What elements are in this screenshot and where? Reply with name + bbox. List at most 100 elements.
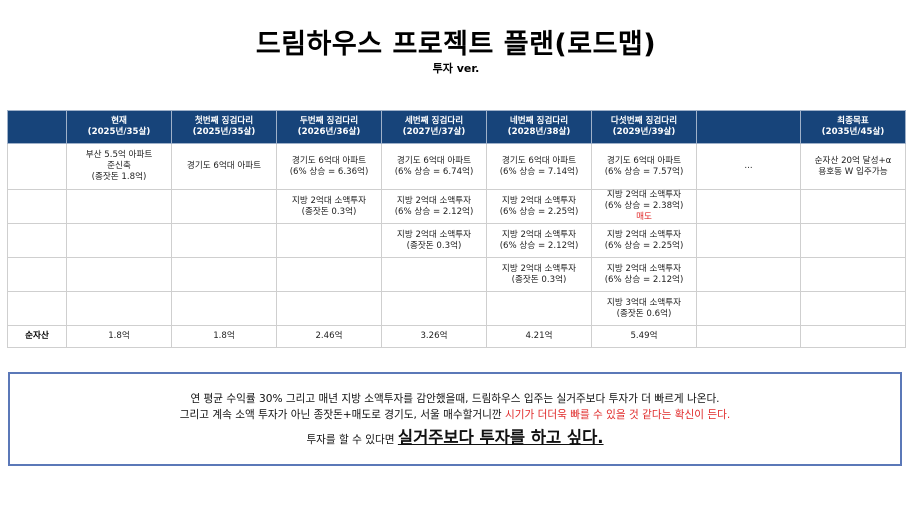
table-cell: 지방 2억대 소액투자 (종잣돈 0.3억) bbox=[381, 223, 487, 258]
column-header-year: (2025년/35살) bbox=[87, 127, 151, 137]
net-assets-value: 1.8억 bbox=[171, 325, 277, 348]
column-header: 현재 (2025년/35살) bbox=[66, 110, 172, 144]
net-assets-value: 2.46억 bbox=[276, 325, 382, 348]
table-row: 지방 2억대 소액투자 (종잣돈 0.3억) 지방 2억대 소액투자 (6% 상승 =… bbox=[7, 189, 906, 224]
net-assets-value bbox=[696, 325, 801, 348]
table-cell bbox=[800, 291, 906, 326]
table-cell bbox=[66, 189, 172, 224]
net-assets-value: 1.8억 bbox=[66, 325, 172, 348]
cell-text: ... bbox=[744, 161, 753, 171]
sell-label: 매도 bbox=[636, 212, 652, 222]
table-cell: 지방 2억대 소액투자 (6% 상승 = 2.25억) bbox=[486, 189, 592, 224]
table-cell bbox=[696, 223, 801, 258]
cell-text: 지방 2억대 소액투자 bbox=[501, 263, 577, 274]
cell-text: (6% 상승 = 2.12억) bbox=[499, 240, 579, 251]
cell-text: 지방 2억대 소액투자 bbox=[501, 229, 577, 240]
column-header-year: (2025년/35살) bbox=[192, 127, 256, 137]
note-line-2-text: 그리고 계속 소액 투자가 아닌 종잣돈+매도로 경기도, 서울 매수할거니깐 bbox=[179, 409, 505, 421]
table-cell: 지방 2억대 소액투자 (종잣돈 0.3억) bbox=[486, 257, 592, 292]
table-cell bbox=[696, 189, 801, 224]
cell-text: (종잣돈 0.3억) bbox=[511, 274, 567, 285]
table-cell: 지방 2억대 소액투자 (종잣돈 0.3억) bbox=[276, 189, 382, 224]
table-cell bbox=[276, 291, 382, 326]
table-cell bbox=[7, 291, 67, 326]
table-cell bbox=[171, 223, 277, 258]
cell-text: (6% 상승 = 2.12억) bbox=[604, 274, 684, 285]
column-header: 세번째 징검다리 (2027년/37살) bbox=[381, 110, 487, 144]
cell-text: 경기도 6억대 아파트 bbox=[606, 155, 682, 166]
table-cell bbox=[696, 291, 801, 326]
cell-text: 지방 2억대 소액투자 bbox=[396, 195, 472, 206]
table-cell bbox=[800, 257, 906, 292]
column-header bbox=[7, 110, 67, 144]
table-cell: 경기도 6억대 아파트 (6% 상승 = 7.14억) bbox=[486, 143, 592, 190]
cell-text: (6% 상승 = 7.57억) bbox=[604, 166, 684, 177]
table-cell bbox=[7, 223, 67, 258]
cell-text: 순자산 20억 달성+α bbox=[814, 155, 892, 166]
column-header: 네번째 징검다리 (2028년/38살) bbox=[486, 110, 592, 144]
table-cell bbox=[66, 223, 172, 258]
cell-text: (6% 상승 = 2.25억) bbox=[604, 240, 684, 251]
cell-text: (6% 상승 = 2.12억) bbox=[394, 206, 474, 217]
page-title: 드림하우스 프로젝트 플랜(로드맵) bbox=[255, 29, 657, 60]
table-cell bbox=[276, 257, 382, 292]
column-header-title: 세번째 징검다리 bbox=[404, 116, 464, 126]
cell-text: 지방 2억대 소액투자 bbox=[606, 229, 682, 240]
table-cell bbox=[7, 257, 67, 292]
cell-text: 지방 2억대 소액투자 bbox=[501, 195, 577, 206]
cell-text: 지방 2억대 소액투자 bbox=[396, 229, 472, 240]
page-subtitle: 투자 ver. bbox=[432, 62, 480, 75]
column-header-year: (2029년/39살) bbox=[612, 127, 676, 137]
roadmap-table: 현재 (2025년/35살) 첫번째 징검다리 (2025년/35살) 두번째 징검다리… bbox=[7, 110, 906, 348]
column-header-year: (2027년/37살) bbox=[402, 127, 466, 137]
cell-text: 용호동 W 입주가능 bbox=[818, 166, 888, 177]
note-line-2-highlight: 시기가 더더욱 빠를 수 있을 것 같다는 확신이 든다. bbox=[504, 409, 731, 421]
table-row: 지방 3억대 소액투자 (종잣돈 0.6억) bbox=[7, 291, 906, 326]
note-line-3-text: 투자를 할 수 있다면 bbox=[306, 434, 398, 446]
cell-text: (6% 상승 = 2.25억) bbox=[499, 206, 579, 217]
cell-text: (6% 상승 = 2.38억) bbox=[604, 201, 684, 211]
table-cell bbox=[66, 291, 172, 326]
column-header bbox=[696, 110, 801, 144]
column-header-year: (2035년/45살) bbox=[821, 127, 885, 137]
net-assets-label: 순자산 bbox=[7, 325, 67, 348]
table-cell: 경기도 6억대 아파트 bbox=[171, 143, 277, 190]
column-header-title: 다섯번째 징검다리 bbox=[610, 116, 678, 126]
table-header-row: 현재 (2025년/35살) 첫번째 징검다리 (2025년/35살) 두번째 징검다리… bbox=[7, 110, 906, 144]
cell-text: (종잣돈 1.8억) bbox=[91, 172, 147, 182]
table-row: 지방 2억대 소액투자 (종잣돈 0.3억) 지방 2억대 소액투자 (6% 상승 =… bbox=[7, 223, 906, 258]
column-header-title: 현재 bbox=[111, 116, 127, 126]
column-header: 최종목표 (2035년/45살) bbox=[800, 110, 906, 144]
table-cell bbox=[276, 223, 382, 258]
column-header: 첫번째 징검다리 (2025년/35살) bbox=[171, 110, 277, 144]
table-cell bbox=[696, 257, 801, 292]
table-cell bbox=[800, 223, 906, 258]
column-header-title: 두번째 징검다리 bbox=[299, 116, 359, 126]
column-header-title: 네번째 징검다리 bbox=[509, 116, 569, 126]
net-assets-value: 3.26억 bbox=[381, 325, 487, 348]
note-line-3-emphasis: 실거주보다 투자를 하고 싶다. bbox=[397, 428, 604, 447]
table-cell: 순자산 20억 달성+α 용호동 W 입주가능 bbox=[800, 143, 906, 190]
column-header: 다섯번째 징검다리 (2029년/39살) bbox=[591, 110, 697, 144]
table-cell bbox=[171, 189, 277, 224]
cell-text: 경기도 6억대 아파트 bbox=[501, 155, 577, 166]
column-header-year: (2028년/38살) bbox=[507, 127, 571, 137]
cell-text: (6% 상승 = 6.74억) bbox=[394, 166, 474, 177]
table-cell bbox=[7, 189, 67, 224]
cell-text: 경기도 6억대 아파트 bbox=[291, 155, 367, 166]
table-cell bbox=[486, 291, 592, 326]
conclusion-note: 연 평균 수익률 30% 그리고 매년 지방 소액투자를 감안했을때, 드림하우… bbox=[8, 372, 902, 466]
column-header-title: 첫번째 징검다리 bbox=[194, 116, 254, 126]
cell-text: 준신축 bbox=[107, 161, 131, 171]
net-assets-row: 순자산 1.8억 1.8억 2.46억 3.26억 4.21억 5.49억 bbox=[7, 325, 906, 348]
table-cell: 부산 5.5억 아파트 준신축 (종잣돈 1.8억) bbox=[66, 143, 172, 190]
table-cell: 경기도 6억대 아파트 (6% 상승 = 6.36억) bbox=[276, 143, 382, 190]
table-cell: 지방 2억대 소액투자 (6% 상승 = 2.25억) bbox=[591, 223, 697, 258]
table-cell: 지방 2억대 소액투자 (6% 상승 = 2.12억) bbox=[591, 257, 697, 292]
cell-text: 지방 2억대 소액투자 bbox=[291, 195, 367, 206]
column-header-title: 최종목표 bbox=[837, 116, 869, 126]
table-cell bbox=[171, 291, 277, 326]
cell-text: (종잣돈 0.3억) bbox=[406, 240, 462, 251]
table-cell: 지방 2억대 소액투자 (6% 상승 = 2.12억) bbox=[486, 223, 592, 258]
table-row: 부산 5.5억 아파트 준신축 (종잣돈 1.8억) 경기도 6억대 아파트 경기도 6… bbox=[7, 143, 906, 190]
